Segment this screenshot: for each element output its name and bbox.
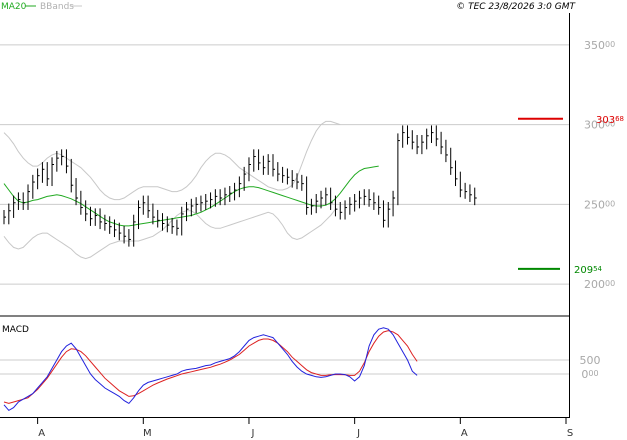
ma20-legend: MA20	[1, 2, 27, 12]
macd-signal-line	[3, 330, 418, 404]
bbands-upper-line	[3, 120, 341, 201]
price-y-tick-main: 200	[584, 278, 605, 291]
macd-y-tick-label: 500	[580, 354, 601, 367]
resistance-label: 30368	[596, 115, 624, 126]
x-tick-label: S	[567, 428, 573, 439]
bbands-legend: BBands	[40, 2, 74, 12]
chart-header: MA20 BBands © TEC 23/8/2026 3:0 GMT	[1, 2, 577, 12]
price-y-tick-label: 25000	[584, 198, 615, 211]
support-level: 20954	[518, 265, 603, 276]
copyright-text: © TEC 23/8/2026 3:0 GMT	[456, 2, 576, 12]
macd-y-tick-label: 000	[581, 368, 598, 381]
x-tick-label: A	[38, 428, 45, 439]
macd-title: MACD	[2, 325, 29, 335]
x-tick-label: J	[356, 428, 360, 439]
price-y-tick-main: 250	[584, 198, 605, 211]
macd-y-tick-small: 00	[588, 369, 598, 378]
support-label: 20954	[574, 265, 603, 276]
macd-line	[3, 327, 418, 412]
price-y-tick-small: 00	[605, 120, 615, 129]
price-y-tick-label: 30000	[584, 119, 615, 132]
support-value-main: 209	[574, 265, 593, 276]
price-y-tick-main: 350	[584, 39, 605, 52]
resistance-level: 30368	[518, 115, 624, 126]
price-y-tick-label: 35000	[584, 39, 615, 52]
resistance-value-main: 303	[596, 115, 615, 126]
ohlc-bars	[3, 125, 477, 247]
macd-grid	[0, 359, 569, 375]
price-y-tick-main: 300	[584, 119, 605, 132]
support-value-small: 54	[593, 265, 602, 273]
price-y-tick-small: 00	[605, 279, 615, 288]
resistance-value-small: 68	[615, 115, 624, 123]
x-tick-label: A	[461, 428, 468, 439]
bbands-lower-line	[3, 208, 336, 260]
price-y-tick-small: 00	[605, 199, 615, 208]
price-y-tick-small: 00	[605, 40, 615, 49]
x-tick-label: J	[250, 428, 254, 439]
price-grid	[0, 44, 569, 285]
x-tick-label: M	[143, 428, 152, 439]
price-y-tick-label: 20000	[584, 278, 615, 291]
macd-y-tick-main: 0	[581, 368, 588, 381]
ma20-line	[3, 165, 379, 227]
macd-y-tick-main: 500	[580, 354, 601, 367]
